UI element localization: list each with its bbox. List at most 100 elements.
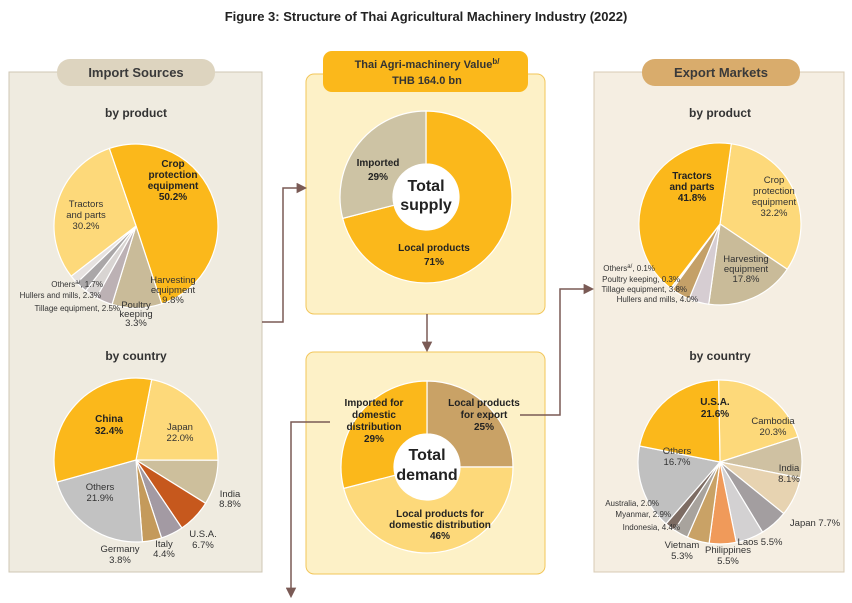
import-by-product-label-hullers-and-mills: Hullers and mills, 2.3% bbox=[20, 291, 101, 300]
label-line: Poultry bbox=[121, 300, 151, 311]
label-line: Others bbox=[663, 446, 692, 457]
label-line: and parts bbox=[669, 182, 714, 193]
label-line: U.S.A. bbox=[189, 529, 216, 540]
import-by-product-label-crop-protection-equipment: Crop protection equipment 50.2% bbox=[148, 159, 199, 203]
arrow-domestic-distribution bbox=[285, 421, 330, 599]
export-by-product-label-tractors-and-parts: Tractors and parts 41.8% bbox=[669, 171, 714, 204]
import-by-product-label-others: Othersa/, 1.7% bbox=[51, 280, 103, 289]
total-demand-label-imported-for-domestic-distribution: Imported for domestic distribution 29% bbox=[345, 398, 404, 445]
label-line: Japan bbox=[167, 422, 193, 433]
label-superscript: a/ bbox=[627, 264, 632, 270]
label-line: 3.3% bbox=[125, 318, 147, 329]
import-by-country-pie bbox=[53, 377, 219, 543]
import-by-country-slice-japan bbox=[135, 378, 219, 461]
import-by-country-label-u-s-a: U.S.A. 6.7% bbox=[189, 529, 216, 551]
label-line: domestic distribution bbox=[389, 520, 491, 531]
label-line: 6.7% bbox=[192, 540, 214, 551]
export-by-country-label-u-s-a: U.S.A. 21.6% bbox=[700, 397, 730, 420]
label-line: for export bbox=[461, 410, 508, 421]
export-by-country-label-indonesia: Indonesia, 4.4% bbox=[623, 523, 680, 532]
total-supply-label-local-products: Local products 71% bbox=[398, 243, 470, 268]
label-line: Harvesting bbox=[150, 275, 195, 286]
label-line: Crop bbox=[161, 159, 184, 170]
export-by-product-title: by product bbox=[689, 106, 751, 120]
label-line: Indonesia, 4.4% bbox=[623, 523, 680, 532]
label-line: , 1.7% bbox=[80, 280, 103, 289]
label-line: Local products bbox=[398, 243, 470, 254]
label-line: 20.3% bbox=[760, 427, 787, 438]
export-panel-pill bbox=[642, 59, 800, 86]
label-line: 22.0% bbox=[167, 433, 194, 444]
label-line: Germany bbox=[100, 544, 139, 555]
export-by-country-slice-others bbox=[637, 445, 722, 525]
chart-labels: Crop protection equipment 50.2%Tractors and … bbox=[20, 158, 841, 567]
label-line: 71% bbox=[424, 257, 444, 268]
total-demand-label-local-products-for-domestic-distribution: Local products for domestic distribution 4… bbox=[389, 509, 491, 542]
export-by-country-label-philippines: Philippines 5.5% bbox=[705, 545, 751, 567]
label-line: Hullers and mills, 2.3% bbox=[20, 291, 101, 300]
total-supply-label-imported: Imported 29% bbox=[357, 158, 400, 183]
import-by-country-slice-china bbox=[53, 377, 153, 483]
label-line: 9.8% bbox=[162, 295, 184, 306]
label-line: Myanmar, 2.9% bbox=[615, 510, 671, 519]
label-line: Others bbox=[51, 280, 75, 289]
import-by-country-label-china: China 32.4% bbox=[95, 414, 124, 437]
export-by-product-label-harvesting-equipment: Harvesting equipment 17.8% bbox=[723, 254, 768, 285]
label-line: 50.2% bbox=[159, 192, 187, 203]
export-by-country-label-others: Others 16.7% bbox=[663, 446, 692, 468]
label-line: Crop bbox=[764, 175, 785, 186]
export-by-country-slice-u-s-a bbox=[638, 379, 721, 463]
export-by-product-pie bbox=[638, 142, 802, 306]
export-by-country-label-australia: Australia, 2.0% bbox=[605, 499, 659, 508]
label-line: China bbox=[95, 414, 123, 425]
supply-center-line2: supply bbox=[400, 197, 452, 214]
label-line: Cambodia bbox=[751, 416, 795, 427]
label-line: equipment bbox=[151, 285, 196, 296]
arrow-import-to-supply bbox=[262, 182, 308, 323]
export-by-product-slice-crop-protection-equipment bbox=[719, 143, 802, 271]
label-line: Harvesting bbox=[723, 254, 768, 265]
label-line: Poultry keeping, 0.3% bbox=[602, 275, 680, 284]
total-demand-label-local-products-for-export: Local products for export 25% bbox=[448, 398, 520, 433]
export-by-country-slice-cambodia bbox=[717, 379, 799, 463]
figure-title: Figure 3: Structure of Thai Agricultural… bbox=[225, 9, 628, 24]
label-line: keeping bbox=[119, 309, 152, 320]
value-box-superscript: b/ bbox=[492, 57, 500, 66]
import-by-country-label-japan: Japan 22.0% bbox=[167, 422, 194, 444]
label-line: 8.8% bbox=[219, 499, 241, 510]
label-line: Tractors bbox=[69, 199, 104, 210]
export-by-product-slice-harvesting-equipment bbox=[708, 222, 789, 306]
demand-center-line1: Total bbox=[408, 447, 445, 464]
label-line: Hullers and mills, 4.0% bbox=[617, 295, 698, 304]
import-by-country-label-india: India 8.8% bbox=[219, 489, 241, 510]
export-by-product-slice-tractors-and-parts bbox=[638, 142, 732, 290]
total-supply-hole bbox=[393, 164, 459, 230]
label-line: 29% bbox=[368, 172, 388, 183]
value-box bbox=[323, 51, 528, 92]
import-by-product-slice-tractors-and-parts bbox=[53, 147, 137, 278]
label-line: domestic bbox=[352, 410, 396, 421]
label-line: equipment bbox=[752, 197, 797, 208]
label-line: 30.2% bbox=[73, 221, 100, 232]
label-line: U.S.A. bbox=[700, 397, 730, 408]
import-by-country-label-italy: Italy 4.4% bbox=[153, 539, 175, 560]
export-by-product-label-hullers-and-mills: Hullers and mills, 4.0% bbox=[617, 295, 698, 304]
label-line: Others bbox=[603, 264, 627, 273]
label-line: Local products for bbox=[396, 509, 484, 520]
export-by-product-label-crop-protection-equipment: Crop protection equipment 32.2% bbox=[752, 175, 797, 219]
label-line: 8.1% bbox=[778, 474, 800, 485]
label-line: equipment bbox=[724, 264, 769, 275]
label-line: 32.4% bbox=[95, 426, 123, 437]
export-by-product-label-others: Othersa/, 0.1% bbox=[603, 264, 655, 273]
label-line: 17.8% bbox=[733, 274, 760, 285]
label-line: Others bbox=[86, 482, 115, 493]
label-superscript: a/ bbox=[75, 280, 80, 286]
import-by-product-label-tillage-equipment: Tillage equipment, 2.5% bbox=[34, 304, 120, 313]
label-line: Laos 5.5% bbox=[738, 537, 783, 548]
label-line: 5.3% bbox=[671, 551, 693, 562]
label-line: Tillage equipment, 2.5% bbox=[34, 304, 120, 313]
import-by-country-title: by country bbox=[105, 349, 167, 363]
label-line: protection bbox=[753, 186, 795, 197]
import-by-product-title: by product bbox=[105, 106, 167, 120]
